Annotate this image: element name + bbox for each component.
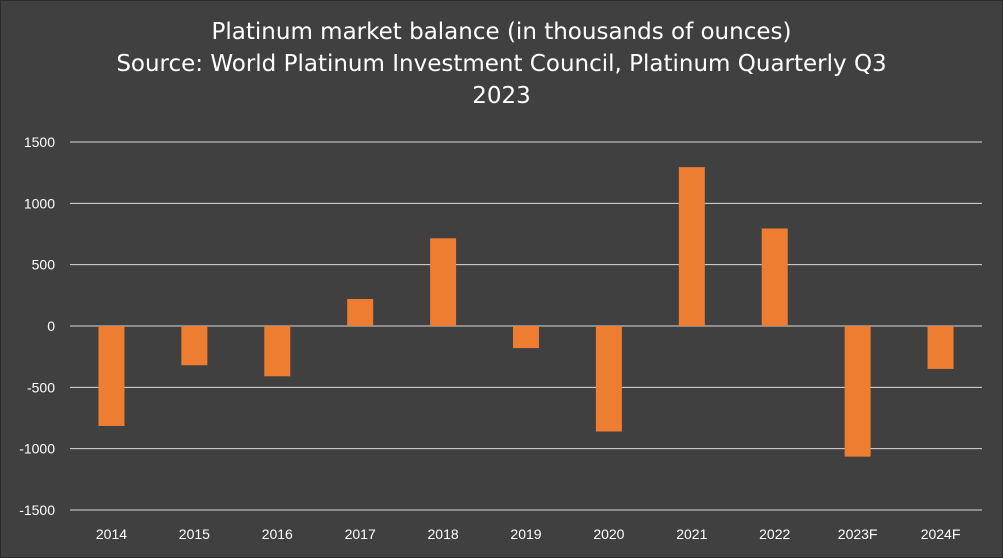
y-tick-label: 1500 (24, 134, 55, 150)
bar-2019 (513, 326, 539, 349)
x-tick-label: 2018 (428, 526, 459, 542)
x-tick-label: 2020 (593, 526, 624, 542)
x-tick-label: 2022 (759, 526, 790, 542)
chart-title-line-3: 2023 (472, 83, 531, 109)
gridlines (70, 141, 982, 511)
bar-2021 (678, 167, 705, 326)
y-tick-label: 500 (32, 257, 56, 273)
chart-title-line-2: Source: World Platinum Investment Counci… (116, 51, 887, 77)
bar-2016 (264, 326, 291, 377)
x-tick-label: 2014 (96, 526, 127, 542)
bars (98, 167, 954, 457)
x-tick-label: 2023F (838, 526, 878, 542)
x-tick-label: 2015 (179, 526, 210, 542)
y-axis-ticks: 1500 1000 500 0 -500 -1000 -1500 (19, 134, 55, 518)
bar-2015 (181, 326, 208, 366)
chart-title-line-1: Platinum market balance (in thousands of… (211, 19, 792, 45)
y-tick-label: 1000 (24, 195, 55, 211)
bar-2020 (595, 326, 622, 432)
x-axis-ticks: 2014 2015 2016 2017 2018 2019 2020 2021 2022 2023… (96, 526, 961, 542)
x-tick-label: 2019 (510, 526, 541, 542)
x-tick-label: 2016 (262, 526, 293, 542)
y-tick-label: -1500 (19, 502, 55, 518)
bar-2023F (844, 326, 871, 457)
bar-2024F (927, 326, 954, 369)
x-tick-label: 2024F (921, 526, 961, 542)
bar-2022 (761, 228, 788, 326)
bar-2017 (347, 299, 374, 326)
y-tick-label: 0 (47, 318, 55, 334)
bar-2014 (98, 326, 125, 426)
bar-2018 (430, 238, 457, 326)
y-tick-label: -1000 (19, 441, 55, 457)
chart-title: Platinum market balance (in thousands of… (0, 16, 1003, 112)
x-tick-label: 2021 (676, 526, 707, 542)
y-tick-label: -500 (27, 379, 55, 395)
x-tick-label: 2017 (345, 526, 376, 542)
